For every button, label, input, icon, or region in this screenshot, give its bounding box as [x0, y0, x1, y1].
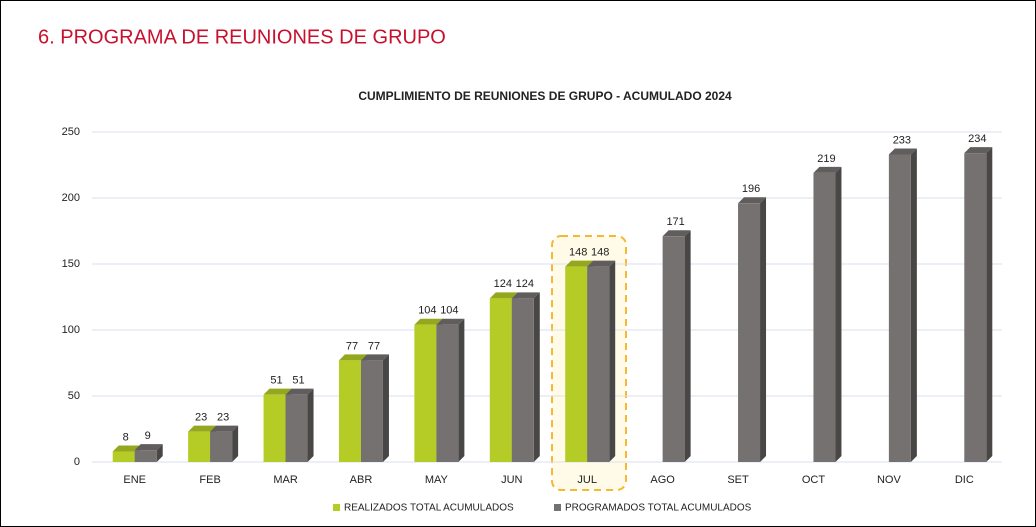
x-tick-label: ENE [123, 474, 146, 486]
bar [112, 451, 135, 462]
x-tick-label: ABR [350, 474, 373, 486]
bar [888, 154, 911, 462]
bar [263, 394, 286, 462]
bar-top [662, 230, 691, 237]
bar [565, 266, 588, 462]
bar [188, 431, 211, 462]
bar-top [888, 148, 917, 155]
bar-top [285, 388, 314, 395]
x-tick-label: AGO [650, 474, 675, 486]
bar-side [533, 292, 540, 462]
value-label: 77 [368, 340, 380, 352]
value-label: 234 [968, 133, 986, 145]
bar [285, 394, 308, 462]
bar-top [489, 292, 518, 299]
y-tick-label: 50 [68, 390, 80, 402]
value-label: 8 [123, 431, 129, 443]
value-label: 51 [270, 375, 282, 387]
x-tick-label: SET [727, 474, 749, 486]
bar-top [436, 318, 465, 325]
bar [738, 203, 761, 462]
x-tick-label: FEB [199, 474, 220, 486]
value-label: 219 [817, 153, 835, 165]
bar-top [511, 292, 540, 299]
chart-title: CUMPLIMIENTO DE REUNIONES DE GRUPO - ACU… [358, 89, 732, 103]
y-tick-label: 250 [62, 126, 80, 138]
value-label: 196 [742, 183, 760, 195]
x-tick-label: OCT [802, 474, 826, 486]
bar-side [986, 147, 993, 462]
value-label: 9 [145, 430, 151, 442]
bar-top [813, 166, 842, 173]
bar-side [307, 388, 314, 462]
value-label: 148 [591, 247, 609, 259]
y-tick-label: 150 [62, 258, 80, 270]
bar [511, 298, 534, 462]
bar-top [188, 425, 217, 432]
x-tick-label: NOV [877, 474, 902, 486]
bar-top [263, 388, 292, 395]
value-label: 51 [292, 375, 304, 387]
bar-side [835, 166, 842, 463]
legend-swatch [554, 504, 561, 511]
value-label: 104 [418, 305, 436, 317]
bar-side [232, 425, 239, 462]
bar-top [565, 260, 594, 267]
x-tick-label: DIC [955, 474, 974, 486]
bar-top [587, 260, 616, 267]
value-label: 233 [893, 134, 911, 146]
bar-side [382, 354, 389, 462]
x-tick-label: MAY [425, 474, 449, 486]
bar-top [134, 444, 163, 451]
bar [813, 172, 836, 463]
bar-side [458, 318, 465, 462]
legend-label: REALIZADOS TOTAL ACUMULADOS [344, 503, 514, 514]
value-label: 104 [440, 305, 458, 317]
bar [338, 360, 361, 462]
bar [964, 153, 987, 462]
bar [587, 266, 610, 462]
bar [414, 324, 437, 462]
bar [134, 450, 157, 462]
x-tick-label: MAR [273, 474, 298, 486]
bar-top [414, 318, 443, 325]
value-label: 171 [666, 216, 684, 228]
value-label: 148 [569, 247, 587, 259]
y-tick-label: 100 [62, 324, 80, 336]
bar [436, 324, 459, 462]
legend-swatch [333, 504, 340, 511]
legend-label: PROGRAMADOS TOTAL ACUMULADOS [565, 503, 752, 514]
bar-top [210, 425, 239, 432]
value-label: 23 [217, 412, 229, 424]
bar [662, 236, 685, 462]
page-heading: 6. PROGRAMA DE REUNIONES DE GRUPO [38, 26, 446, 48]
bar-top [112, 445, 141, 452]
bar-side [910, 148, 917, 462]
bar-top [338, 354, 367, 361]
bar-side [156, 444, 163, 462]
bar [360, 360, 383, 462]
x-tick-label: JUL [577, 474, 597, 486]
value-label: 77 [346, 340, 358, 352]
value-label: 124 [516, 278, 534, 290]
bar-top [360, 354, 389, 361]
y-tick-label: 0 [74, 456, 80, 468]
bar-side [760, 197, 767, 462]
value-label: 124 [494, 278, 512, 290]
value-label: 23 [195, 412, 207, 424]
bar-top [964, 147, 993, 154]
bar [489, 298, 512, 462]
bar-side [684, 230, 691, 462]
bar [210, 431, 233, 462]
y-tick-label: 200 [62, 192, 80, 204]
x-tick-label: JUN [501, 474, 522, 486]
bar-side [609, 260, 616, 462]
bar-top [738, 197, 767, 204]
